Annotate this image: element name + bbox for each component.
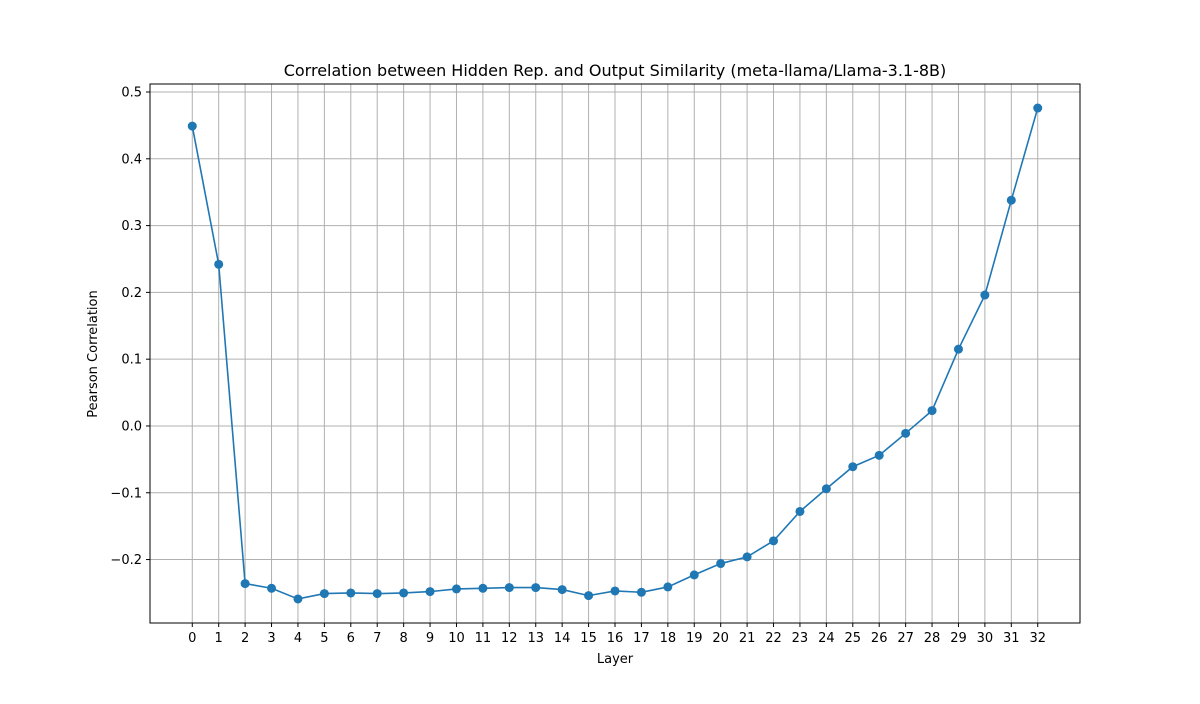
- x-tick-label: 31: [1003, 631, 1020, 646]
- data-point: [1033, 103, 1043, 113]
- y-tick-label: 0.5: [121, 86, 142, 101]
- y-tick-label: 0.0: [121, 419, 142, 434]
- data-point: [716, 559, 726, 569]
- data-point: [214, 259, 224, 269]
- axis-ticks: 0 1 2 3 4 5 6 7 8 9 10 11 12 13 14 15 16 17 18 19 20 21 22 23 24…: [110, 86, 1046, 646]
- y-tick-label: 0.3: [121, 219, 142, 234]
- data-point: [293, 594, 303, 604]
- plot-area: [149, 83, 1081, 624]
- data-point: [742, 552, 752, 562]
- x-tick-label: 5: [320, 631, 328, 646]
- x-tick-label: 11: [475, 631, 492, 646]
- y-tick-label: 0.4: [121, 152, 142, 167]
- data-point: [980, 290, 990, 300]
- x-tick-label: 6: [347, 631, 355, 646]
- x-tick-label: 18: [660, 631, 677, 646]
- data-point: [610, 586, 620, 596]
- data-point: [584, 591, 594, 601]
- data-point: [663, 582, 673, 592]
- x-tick-label: 0: [188, 631, 196, 646]
- data-point: [821, 484, 831, 494]
- x-tick-label: 29: [950, 631, 967, 646]
- x-tick-label: 8: [399, 631, 407, 646]
- data-point: [267, 583, 277, 593]
- x-tick-label: 27: [897, 631, 914, 646]
- data-point: [425, 587, 435, 597]
- data-point: [848, 462, 858, 472]
- data-point: [901, 428, 911, 438]
- y-tick-label: −0.1: [110, 486, 142, 501]
- x-tick-label: 13: [527, 631, 544, 646]
- data-point: [372, 589, 382, 599]
- data-point: [874, 450, 884, 460]
- x-tick-label: 15: [580, 631, 597, 646]
- x-tick-label: 7: [373, 631, 381, 646]
- data-point: [187, 121, 197, 131]
- x-tick-label: 10: [448, 631, 465, 646]
- data-point: [769, 536, 779, 546]
- data-point: [1006, 195, 1016, 205]
- x-tick-label: 25: [845, 631, 862, 646]
- data-point: [240, 579, 250, 589]
- data-point: [346, 588, 356, 598]
- x-tick-label: 4: [294, 631, 302, 646]
- x-tick-label: 16: [607, 631, 624, 646]
- x-tick-label: 24: [818, 631, 835, 646]
- x-tick-label: 14: [554, 631, 571, 646]
- x-tick-label: 28: [924, 631, 941, 646]
- x-tick-label: 1: [215, 631, 223, 646]
- data-series: [187, 103, 1043, 604]
- data-point: [399, 588, 409, 598]
- data-point: [478, 583, 488, 593]
- data-point: [636, 587, 646, 597]
- data-point: [795, 506, 805, 516]
- x-tick-label: 12: [501, 631, 518, 646]
- data-point: [689, 570, 699, 580]
- y-tick-label: 0.1: [121, 353, 142, 368]
- chart-title: Correlation between Hidden Rep. and Outp…: [284, 61, 947, 80]
- data-point: [927, 406, 937, 416]
- x-axis-label: Layer: [597, 652, 634, 667]
- data-point: [557, 585, 567, 595]
- y-axis-label: Pearson Correlation: [86, 290, 101, 417]
- data-point: [319, 589, 329, 599]
- x-tick-label: 17: [633, 631, 650, 646]
- x-tick-label: 32: [1029, 631, 1046, 646]
- x-tick-label: 21: [739, 631, 756, 646]
- x-tick-label: 30: [977, 631, 994, 646]
- y-tick-label: −0.2: [110, 553, 142, 568]
- x-tick-label: 20: [712, 631, 729, 646]
- grid: [150, 84, 1080, 623]
- x-tick-label: 22: [765, 631, 782, 646]
- x-tick-label: 26: [871, 631, 888, 646]
- x-tick-label: 23: [792, 631, 809, 646]
- data-point: [451, 584, 461, 594]
- x-tick-label: 19: [686, 631, 703, 646]
- x-tick-label: 3: [267, 631, 275, 646]
- data-point: [504, 583, 514, 593]
- y-tick-label: 0.2: [121, 286, 142, 301]
- data-point: [953, 344, 963, 354]
- x-tick-label: 9: [426, 631, 434, 646]
- data-point: [531, 583, 541, 593]
- x-tick-label: 2: [241, 631, 249, 646]
